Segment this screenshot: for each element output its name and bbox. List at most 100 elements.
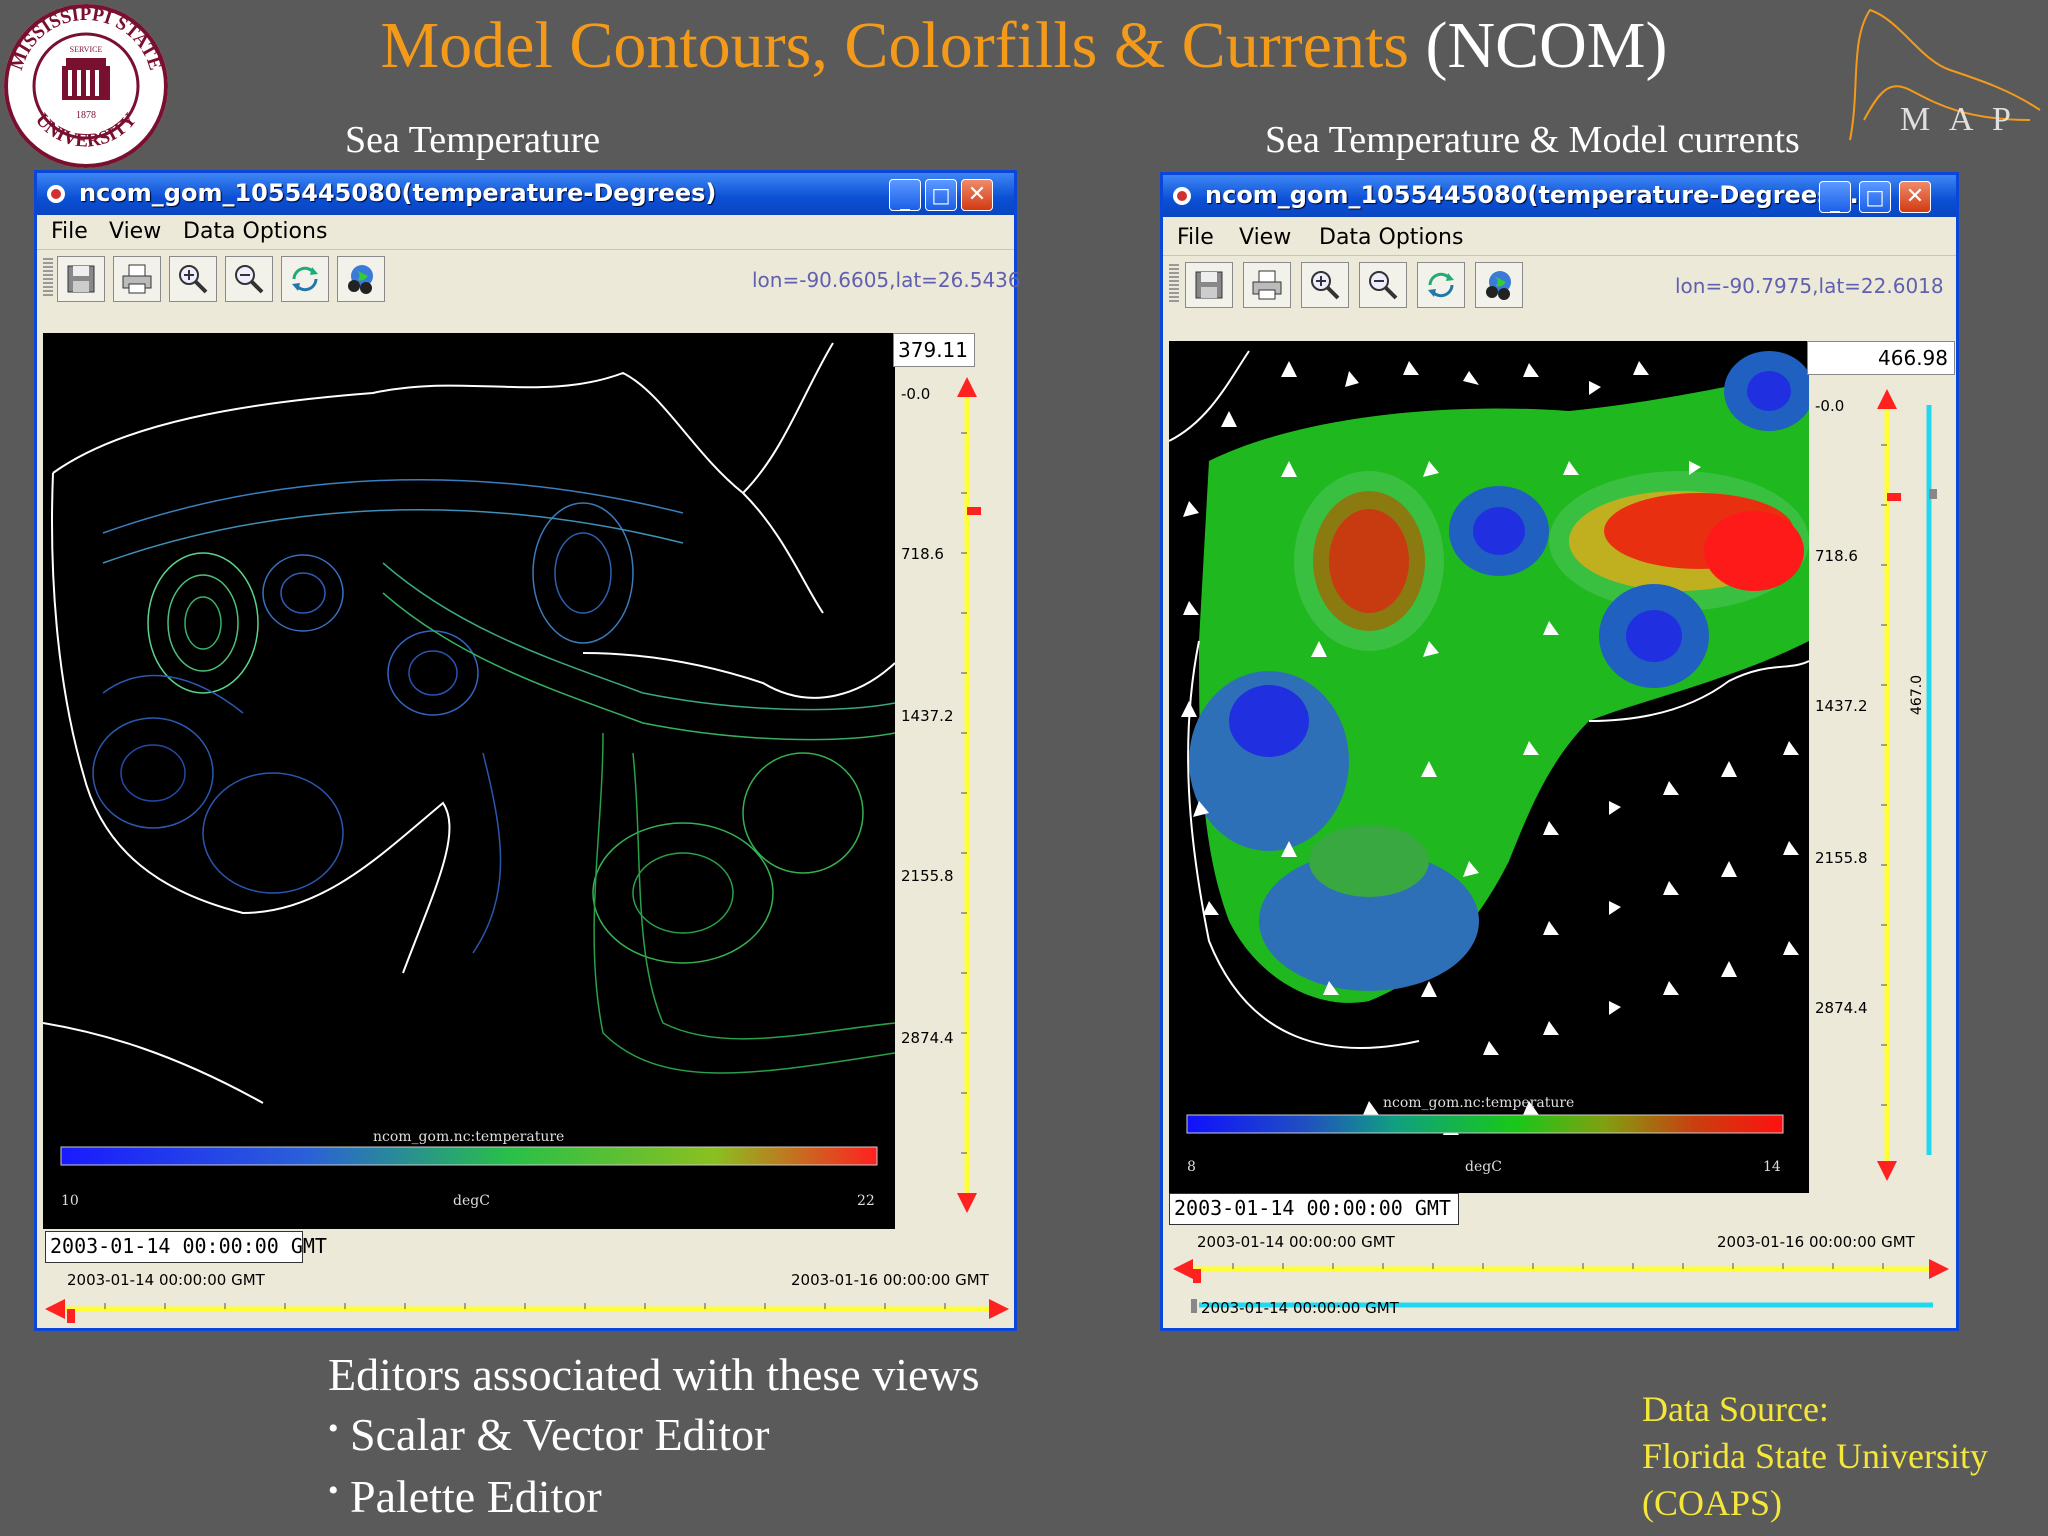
- maximize-icon: □: [931, 183, 951, 207]
- menu-bar: File View Data Options: [37, 215, 1014, 249]
- slide-title-suffix: (NCOM): [1425, 9, 1668, 82]
- zoom-in-button[interactable]: [1301, 262, 1349, 308]
- minimize-button[interactable]: _: [889, 179, 921, 211]
- svg-text:SERVICE: SERVICE: [70, 45, 103, 54]
- depth-value-field[interactable]: 466.98: [1807, 341, 1955, 375]
- close-button[interactable]: ✕: [1899, 181, 1931, 213]
- secondary-depth-handle: [1929, 489, 1937, 499]
- close-icon: ✕: [967, 182, 987, 207]
- maximize-button[interactable]: □: [1859, 181, 1891, 213]
- print-icon: [1252, 270, 1282, 300]
- colorbar: [1186, 1114, 1784, 1134]
- depth-value-field[interactable]: 379.11: [893, 333, 975, 367]
- save-button[interactable]: [1185, 262, 1233, 308]
- time-handle: [1193, 1269, 1201, 1283]
- contour-map-plot[interactable]: ncom_gom.nc:temperature 10 degC 22: [43, 333, 895, 1229]
- maximize-icon: □: [1865, 185, 1885, 209]
- toolbar-grip[interactable]: [1169, 264, 1179, 304]
- globe-icon: [348, 265, 373, 294]
- secondary-time-handle: [1191, 1299, 1197, 1313]
- data-source-block: Data Source: Florida State University (C…: [1642, 1386, 1988, 1527]
- menu-file[interactable]: File: [1177, 225, 1214, 250]
- depth-tick-label: 2874.4: [1815, 999, 1868, 1017]
- minimize-button[interactable]: _: [1819, 181, 1851, 213]
- colorbar-label: ncom_gom.nc:temperature: [373, 1129, 565, 1145]
- title-bar[interactable]: ncom_gom_1055445080(temperature-Degrees.…: [1163, 175, 1956, 217]
- colorbar-unit: degC: [1465, 1159, 1502, 1175]
- editor-item: Palette Editor: [350, 1471, 602, 1522]
- time-handle: [67, 1309, 75, 1323]
- time-slider[interactable]: [45, 1291, 1009, 1327]
- left-viewer-window: ncom_gom_1055445080(temperature-Degrees)…: [34, 170, 1021, 1331]
- print-icon: [122, 264, 152, 294]
- menu-bar: File View Data Options: [1163, 221, 1956, 255]
- title-bar[interactable]: ncom_gom_1055445080(temperature-Degrees)…: [37, 173, 1014, 215]
- globe-icon: [1486, 271, 1511, 300]
- minimize-icon: _: [900, 187, 910, 211]
- editors-heading: Editors associated with these views: [328, 1349, 980, 1400]
- depth-tick-label: 718.6: [901, 545, 944, 563]
- depth-down-arrow-icon: [1877, 1161, 1897, 1181]
- slide-title: Model Contours, Colorfills & Currents (N…: [0, 8, 2048, 84]
- zoom-in-icon: [1311, 271, 1340, 300]
- print-button[interactable]: [113, 256, 161, 302]
- close-button[interactable]: ✕: [961, 179, 993, 211]
- time-end-label: 2003-01-16 00:00:00 GMT: [1717, 1233, 1915, 1251]
- menu-data-options[interactable]: Data Options: [1319, 225, 1464, 250]
- time-slider[interactable]: [1173, 1253, 1949, 1323]
- maximize-button[interactable]: □: [925, 179, 957, 211]
- map-logo: M A P: [1849, 8, 2041, 141]
- colorbar-min: 10: [61, 1193, 79, 1209]
- colorbar-unit: degC: [453, 1193, 490, 1209]
- menu-data-options[interactable]: Data Options: [183, 219, 328, 244]
- right-viewer-window: ncom_gom_1055445080(temperature-Degrees.…: [1160, 172, 1959, 1331]
- university-seal-logo: MISSISSIPPI STATE UNIVERSITY 1878 SERVIC…: [4, 4, 168, 168]
- toolbar: lon=-90.7975,lat=22.6018: [1163, 255, 1956, 310]
- colorbar: [60, 1146, 878, 1166]
- current-time-field[interactable]: 2003-01-14 00:00:00 GMT: [45, 1231, 327, 1263]
- toolbar-grip[interactable]: [43, 258, 53, 298]
- menu-file[interactable]: File: [51, 219, 88, 244]
- data-source-line: Florida State University: [1642, 1436, 1988, 1476]
- zoom-out-button[interactable]: [1359, 262, 1407, 308]
- depth-tick-label: 1437.2: [1815, 697, 1868, 715]
- save-button[interactable]: [57, 256, 105, 302]
- zoom-in-button[interactable]: [169, 256, 217, 302]
- depth-tick-label: 1437.2: [901, 707, 954, 725]
- left-panel-caption: Sea Temperature: [345, 119, 601, 161]
- depth-up-arrow-icon: [1877, 389, 1897, 409]
- print-button[interactable]: [1243, 262, 1291, 308]
- refresh-button[interactable]: [281, 256, 329, 302]
- menu-view[interactable]: View: [1239, 225, 1292, 250]
- depth-tick-label: 2155.8: [901, 867, 954, 885]
- data-source-line: (COAPS): [1642, 1483, 1783, 1523]
- globe-button[interactable]: [1475, 262, 1523, 308]
- current-time-field[interactable]: 2003-01-14 00:00:00 GMT: [1169, 1193, 1459, 1225]
- app-icon: [1173, 187, 1191, 205]
- depth-tick-label: 2874.4: [901, 1029, 954, 1047]
- colorfill-currents-plot[interactable]: ncom_gom.nc:temperature 8 degC 14: [1169, 341, 1809, 1193]
- time-start-label: 2003-01-14 00:00:00 GMT: [67, 1271, 265, 1289]
- refresh-icon: [292, 266, 318, 292]
- depth-slider[interactable]: [1869, 385, 1949, 1185]
- colorbar-max: 14: [1763, 1159, 1781, 1175]
- secondary-depth-value: 467.0: [1909, 674, 1925, 715]
- window-title: ncom_gom_1055445080(temperature-Degrees.…: [1205, 181, 1859, 209]
- colorbar-max: 22: [857, 1193, 875, 1209]
- bullet-icon: •: [328, 1412, 339, 1445]
- cursor-coordinates: lon=-90.6605,lat=26.5436: [752, 268, 1021, 292]
- menu-view[interactable]: View: [109, 219, 162, 244]
- svg-text:M A P: M A P: [1900, 101, 2017, 138]
- zoom-out-button[interactable]: [225, 256, 273, 302]
- zoom-out-icon: [1369, 271, 1398, 300]
- refresh-button[interactable]: [1417, 262, 1465, 308]
- depth-tick-label: -0.0: [1815, 397, 1845, 415]
- slide-title-main: Model Contours, Colorfills & Currents: [380, 9, 1409, 82]
- data-source-line: Data Source:: [1642, 1389, 1829, 1429]
- time-right-arrow-icon: [1929, 1259, 1949, 1279]
- depth-slider[interactable]: [947, 373, 987, 1217]
- minimize-icon: _: [1830, 189, 1840, 213]
- depth-up-arrow-icon: [957, 377, 977, 397]
- right-panel-caption: Sea Temperature & Model currents: [1265, 119, 1800, 161]
- globe-button[interactable]: [337, 256, 385, 302]
